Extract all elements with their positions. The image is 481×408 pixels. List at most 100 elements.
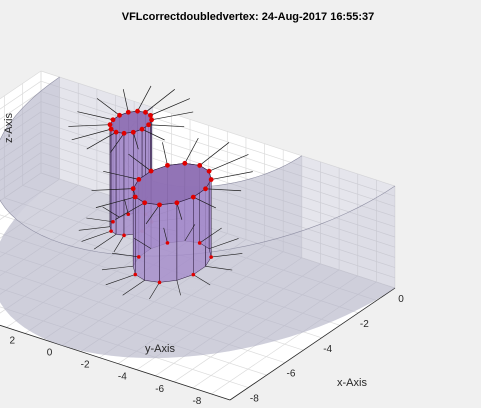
grid-line-floor-y: [136, 257, 303, 371]
cylinder-2-base-spike: [176, 280, 181, 296]
cylinder-2-base-spike: [199, 227, 222, 244]
grid-line-floor-y: [173, 269, 340, 383]
grid-line-wall-z: [0, 131, 42, 161]
vertex-marker: [117, 112, 122, 118]
cylinder-2-spike: [103, 170, 139, 180]
cylinder-1-face: [123, 131, 134, 236]
vertex-marker: [122, 233, 126, 238]
grid-line-wall-z: [40, 152, 396, 268]
grid-line-wall-z: [0, 80, 42, 110]
cylinder-1-base-spike: [124, 199, 129, 215]
tick-labels: -8-6-4-20-8-6-4-20246810012345: [9, 294, 404, 407]
cylinder-2-spike: [128, 153, 152, 172]
grid-line-floor-y: [118, 251, 284, 364]
grid-line-wall-z: [0, 152, 42, 181]
cylinder-1-base-spike: [86, 217, 114, 223]
z-axis-label: z-Axis: [3, 113, 15, 143]
vertex-marker: [110, 117, 116, 123]
grid-line-wall-z: [0, 142, 42, 171]
vertex-marker: [121, 130, 127, 136]
vertex-marker: [139, 126, 145, 132]
grid-line-floor-y: [0, 196, 116, 277]
vertex-marker: [136, 176, 142, 182]
vertex-marker: [107, 122, 113, 128]
y-axis-label: y-Axis: [145, 343, 175, 355]
vertex-marker: [157, 202, 162, 208]
cylinder-2-spike: [162, 142, 168, 166]
cylinder-1-spike: [96, 98, 120, 116]
vertex-marker: [197, 163, 203, 168]
cylinder-2-base-spike: [211, 253, 243, 258]
vertex-marker: [142, 200, 148, 206]
grid-line-wall-z: [0, 172, 42, 202]
cylinder-1-base-spike: [81, 230, 112, 242]
cylinder-2-spike: [211, 171, 253, 180]
grid-line-wall-z: [0, 101, 42, 130]
cylinder-1-spike: [68, 124, 111, 127]
cylinder-1-spike: [110, 133, 125, 153]
cylinder-1-spike: [122, 89, 129, 113]
vertex-marker: [165, 241, 170, 245]
cylinder-2-base-spike: [112, 252, 139, 258]
cylinder-2-spike: [199, 142, 230, 166]
grid-line-floor-x: [0, 288, 267, 376]
grid-line-floor-y: [80, 239, 247, 352]
vertex-marker: [206, 168, 212, 174]
cylinder-2-spike: [193, 196, 216, 209]
grid-line-wall-z: [40, 101, 396, 217]
cylinder-1-spike: [145, 89, 176, 113]
vertex-marker: [108, 126, 114, 132]
vertex-marker: [130, 129, 136, 135]
vertex-marker: [165, 162, 170, 168]
shell-bottom: [0, 179, 395, 359]
y-tick-label: 0: [47, 348, 53, 359]
cylinder-2-base-spike: [184, 224, 196, 242]
x-axis-line: [229, 287, 396, 401]
y-tick-label: -8: [192, 396, 201, 407]
vertex-marker: [111, 219, 115, 224]
grid-line-wall-z: [0, 121, 42, 151]
grid-line-floor-y: [99, 245, 265, 358]
cylinder-2-base-spike: [133, 237, 152, 249]
grid-line-wall-z: [0, 70, 42, 100]
vertex-marker: [109, 229, 113, 233]
cylinder-1-base-spike: [113, 235, 125, 253]
vertex-marker: [113, 129, 119, 135]
cylinder-2-base-spike: [163, 227, 168, 243]
chart-title: VFLcorrectdoubledvertex: 24-Aug-2017 16:…: [122, 11, 374, 23]
grid-line-floor-x: [0, 269, 286, 363]
cylinder-2-base-spike: [105, 274, 136, 286]
cylinder-1-spike: [141, 128, 165, 141]
shell-outer-top-edge: [0, 76, 396, 257]
cylinder-2-base-spike: [205, 266, 233, 271]
x-tick-label: -6: [287, 369, 296, 380]
cylinder-1-spike: [86, 131, 117, 150]
cylinder-1-base-spike: [102, 206, 120, 218]
cylinder-2-spike: [208, 154, 249, 172]
shell-surface: [0, 76, 396, 359]
vertex-marker: [148, 168, 154, 174]
vertex-marker: [157, 280, 162, 285]
cylinder-1-face: [110, 128, 117, 235]
grid-line-wall-z: [0, 91, 42, 120]
cylinder-1-spike: [148, 124, 185, 128]
grid-line-floor-y: [0, 202, 135, 295]
grid-line-wall-z: [40, 70, 396, 187]
cylinder-2-face: [176, 196, 194, 281]
cylinder-1-spike: [77, 111, 114, 121]
cylinder-2-base-spike: [208, 238, 239, 250]
vertex-marker: [182, 160, 188, 166]
grid-line-floor-y: [0, 190, 98, 258]
grid-line-floor-y: [0, 178, 60, 220]
vertex-marker: [148, 112, 153, 118]
cylinder-objects: [68, 85, 253, 300]
cylinder-2-face: [208, 171, 212, 258]
grid-line-floor-y: [211, 281, 377, 395]
y-tick-label: 2: [9, 335, 15, 346]
cylinder-2-base-spike: [122, 280, 145, 296]
vertex-marker: [135, 108, 140, 114]
grid-line-floor-y: [155, 263, 321, 377]
grid-line-wall-z: [0, 111, 42, 141]
y-tick-label: -4: [118, 372, 127, 383]
cylinder-2-spike: [95, 196, 136, 208]
